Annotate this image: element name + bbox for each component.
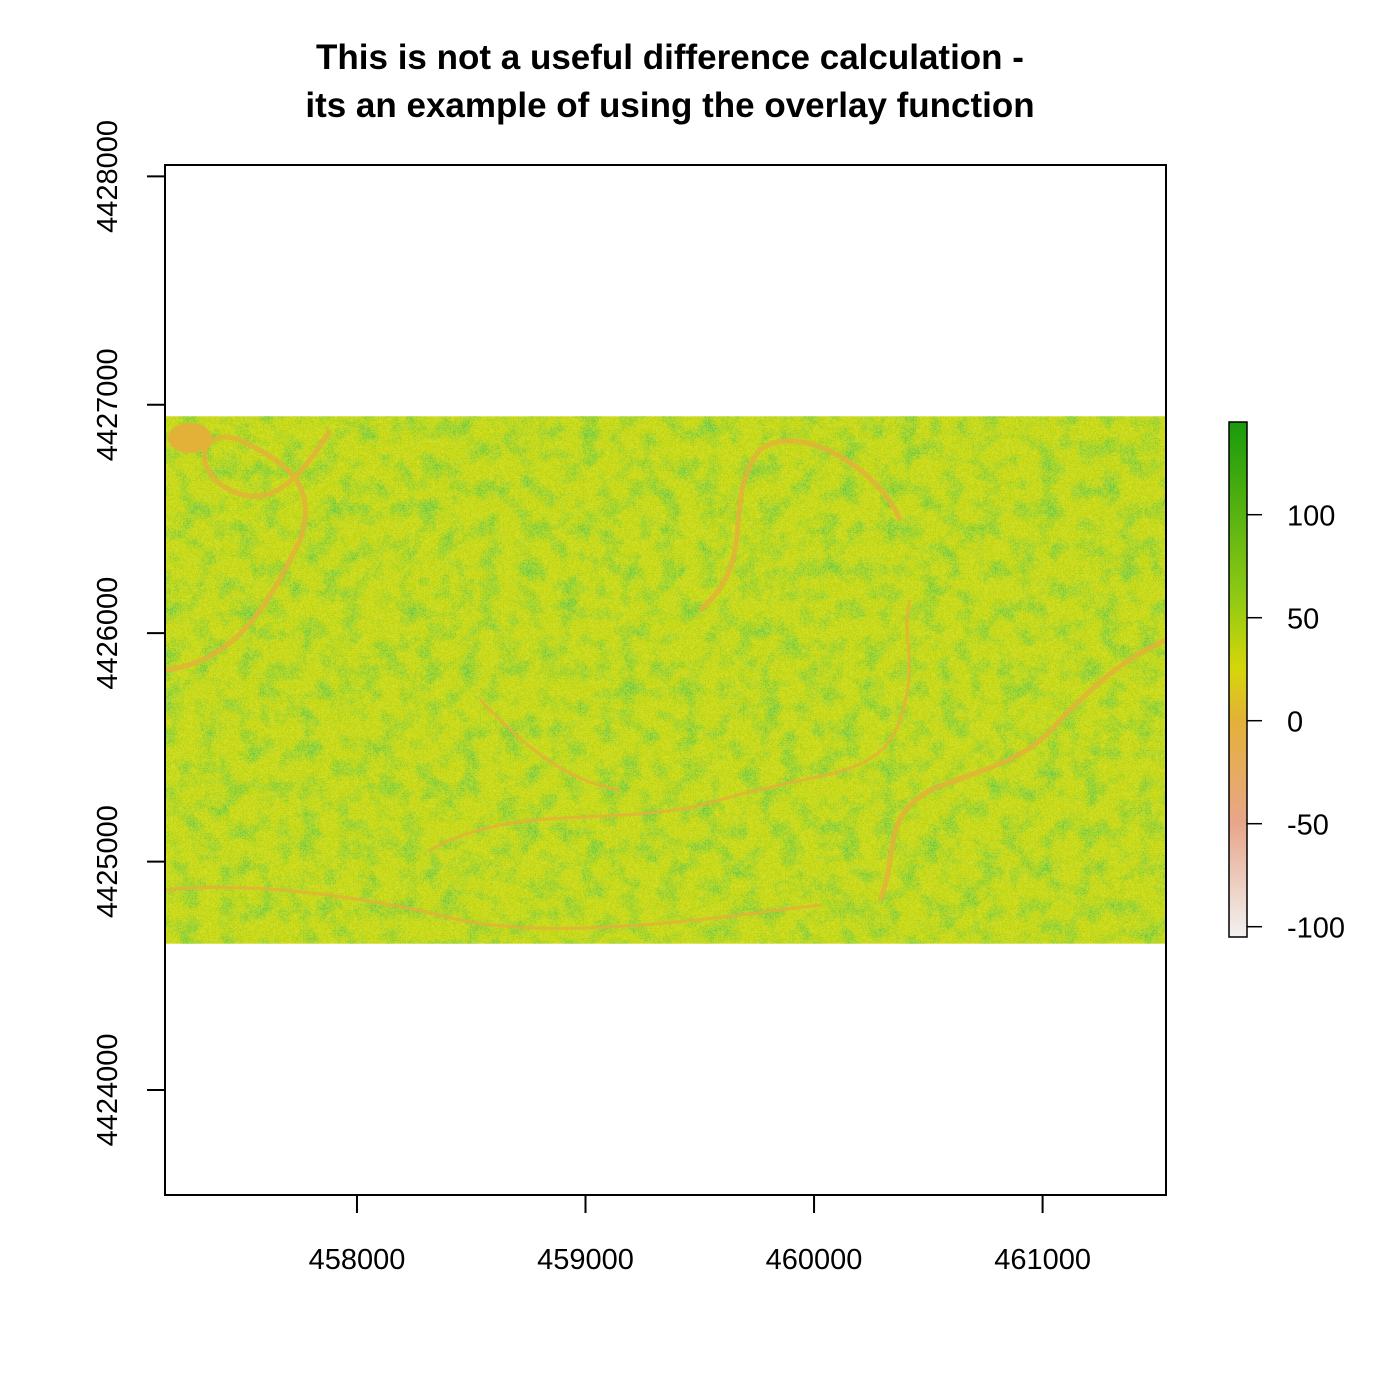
legend-colorbar: [1228, 421, 1248, 938]
x-axis: 458000 459000 460000 461000: [309, 1194, 1091, 1276]
color-legend: 100 50 0 -50 -100: [1228, 421, 1345, 945]
raster-feature-0: [165, 428, 333, 673]
legend-tick-label-3: -50: [1287, 810, 1329, 842]
raster-feature-3: [429, 599, 912, 852]
y-tick-label-0: 4424000: [92, 1033, 124, 1146]
x-tick-label-3: 461000: [994, 1244, 1091, 1276]
raster-feature-4: [165, 885, 821, 930]
x-tick-label-0: 458000: [309, 1244, 406, 1276]
raster-feature-2: [877, 637, 1166, 901]
raster-feature-1: [698, 438, 903, 612]
legend-tick-label-4: -100: [1287, 913, 1345, 945]
x-tick-label-2: 460000: [766, 1244, 863, 1276]
y-tick-label-3: 4427000: [92, 348, 124, 461]
legend-tick-label-0: 100: [1287, 501, 1335, 533]
raster-image: [165, 416, 1166, 944]
chart-title-line-1: This is not a useful difference calculat…: [316, 38, 1024, 77]
legend-tick-label-1: 50: [1287, 604, 1319, 636]
raster-feature-5: [478, 698, 621, 792]
chart-title-line-2: its an example of using the overlay func…: [305, 86, 1035, 125]
x-tick-label-1: 459000: [537, 1244, 634, 1276]
y-tick-label-1: 4425000: [92, 805, 124, 918]
legend-tick-label-2: 0: [1287, 707, 1303, 739]
raster-speckle: [165, 416, 1166, 944]
raster-low-patch: [168, 423, 212, 453]
y-tick-label-2: 4426000: [92, 577, 124, 690]
y-axis: 4424000 4425000 4426000 4427000 4428000: [92, 120, 166, 1146]
y-tick-label-4: 4428000: [92, 120, 124, 233]
